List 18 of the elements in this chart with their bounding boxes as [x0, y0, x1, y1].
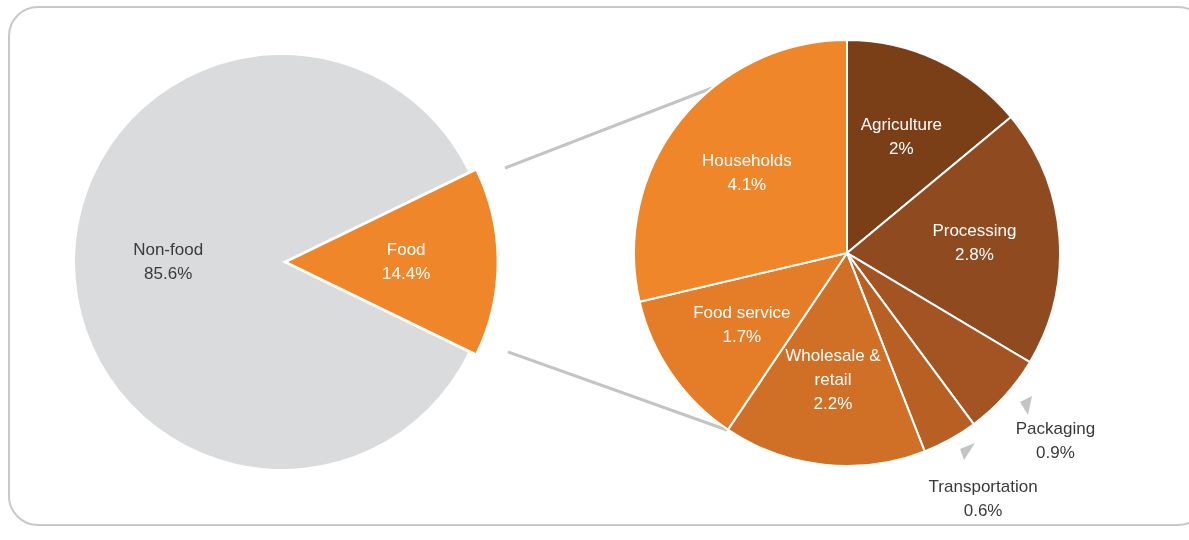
slice-label: Agriculture [860, 115, 942, 135]
data-label: 85.6% [144, 263, 193, 283]
slice-label: Transportation [928, 476, 1038, 496]
slice-label: Food service [693, 303, 791, 323]
slice-label: Processing [932, 220, 1017, 240]
data-label: 0.6% [963, 500, 1003, 520]
slice-label: Non-food [133, 239, 204, 259]
data-label: 2.2% [813, 393, 853, 413]
slice-label: Households [701, 151, 792, 171]
data-label: 1.7% [722, 327, 762, 347]
data-label: 14.4% [382, 263, 431, 283]
data-label: 0.9% [1036, 443, 1075, 463]
data-label: 2% [889, 139, 914, 159]
data-label: 2.8% [955, 244, 994, 264]
slice-label: Packaging [1015, 419, 1096, 439]
data-label: 4.1% [727, 175, 767, 195]
slice-label: Food [386, 239, 426, 259]
slice-label: Wholesale & retail [785, 345, 882, 389]
